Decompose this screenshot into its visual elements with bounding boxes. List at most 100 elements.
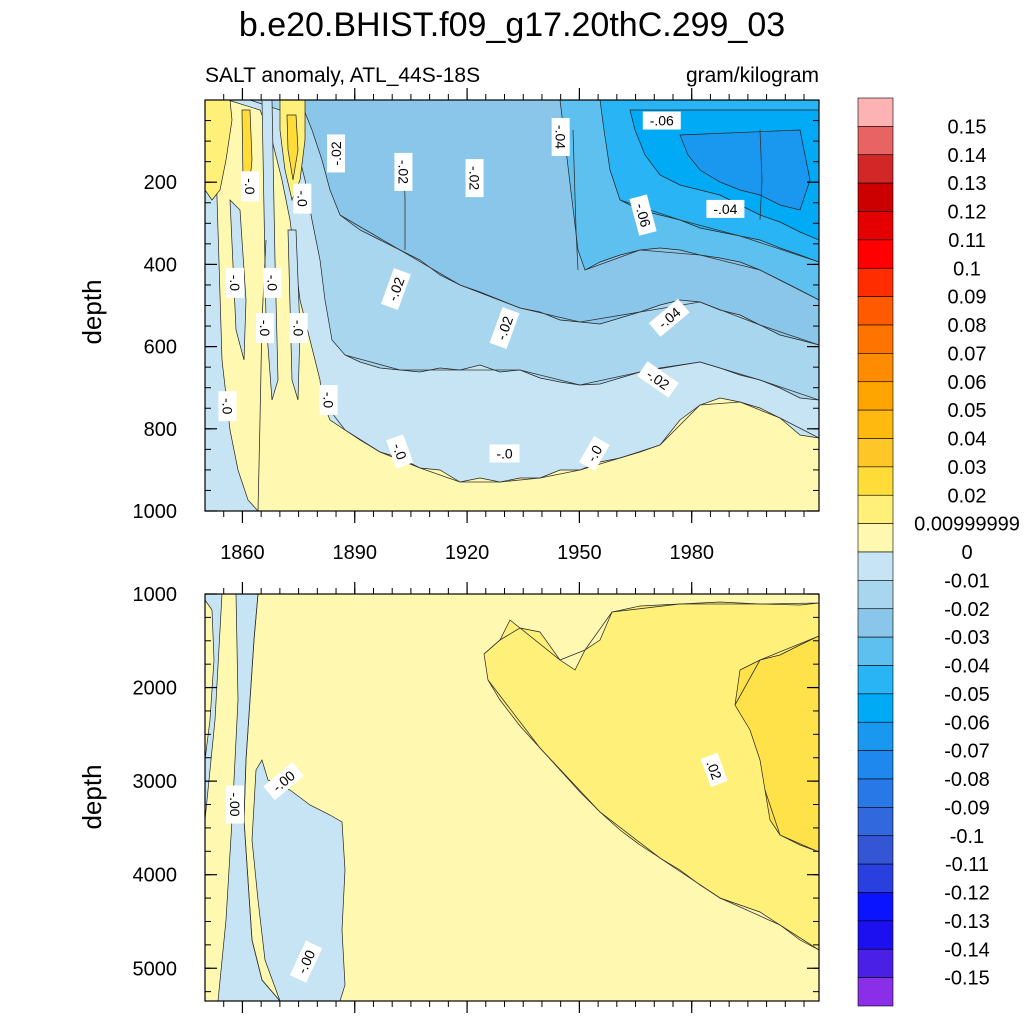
colorbar-label: 0.09: [948, 287, 987, 309]
colorbar-label: 0.04: [948, 429, 987, 451]
lower-band-p001: [483, 601, 819, 951]
contour-label-bg: [637, 361, 679, 398]
colorbar-label: 0.03: [948, 457, 987, 479]
contour-label: -.04: [551, 117, 570, 156]
contour-label: -.02: [380, 268, 411, 310]
colorbar-swatch: [857, 693, 894, 723]
colorbar-swatch: [857, 239, 894, 269]
lower-left-yellow-2: [205, 594, 239, 1001]
contour-label: -.02: [465, 159, 484, 198]
colorbar-swatch: [857, 807, 894, 837]
colorbar-swatch: [857, 920, 894, 950]
colorbar-label: -0.04: [944, 656, 990, 678]
y-tick-label: 1000: [133, 501, 178, 523]
contour-label-text: -.0: [583, 442, 605, 464]
colorbar-label: -0.05: [944, 684, 990, 706]
contour-label-bg: [255, 313, 274, 344]
upper-contour-lines: [257, 129, 819, 511]
contour-label-bg: [380, 268, 411, 310]
contour-label-text: -.0: [291, 320, 307, 337]
lower-band-p002: [734, 635, 819, 853]
colorbar-swatch: [857, 977, 894, 1007]
contour-label: -.0: [289, 313, 308, 344]
contour-label: -.0: [319, 385, 338, 416]
contour-label-text: -.0: [294, 190, 310, 207]
contour-label-bg: [648, 298, 690, 337]
contour-label-bg: [394, 152, 413, 191]
chart-title: b.e20.BHIST.f09_g17.20thC.299_03: [239, 6, 785, 44]
colorbar-swatch: [857, 466, 894, 496]
colorbar-label: -0.14: [944, 939, 990, 961]
colorbar-label: 0.06: [948, 372, 987, 394]
contour-label: -.06: [629, 194, 657, 236]
contour-label-bg: [386, 434, 414, 469]
y-tick-label: 800: [144, 419, 177, 441]
contour-label-bg: [289, 313, 308, 344]
x-tick-label: 1950: [557, 542, 602, 564]
contour-label-bg: [465, 159, 484, 198]
colorbar-label: -0.07: [944, 741, 990, 763]
colorbar-swatch: [857, 409, 894, 439]
colorbar-swatch: [857, 665, 894, 695]
left-subtitle: SALT anomaly, ATL_44S-18S: [205, 64, 480, 87]
contour-label-text: -.02: [395, 160, 411, 184]
right-subtitle: gram/kilogram: [686, 64, 819, 87]
colorbar-label: -0.03: [944, 627, 990, 649]
lower-contour-labels: -.00-.00.02-.00: [225, 752, 728, 983]
colorbar-swatch: [857, 324, 894, 354]
contour-label-text: -.06: [632, 201, 654, 229]
colorbar-swatch: [857, 154, 894, 184]
contour-label-text: -.0: [242, 178, 258, 195]
contour-label: -.0: [255, 313, 274, 344]
colorbar-swatch: [857, 523, 894, 553]
colorbar-swatch: [857, 778, 894, 808]
contour-label: -.02: [327, 134, 346, 173]
contour-label-text: -.0: [257, 320, 273, 337]
colorbar-label: 0.12: [948, 202, 987, 224]
colorbar-swatch: [857, 438, 894, 468]
y-tick-label: 200: [144, 172, 177, 194]
y-tick-label: 5000: [133, 958, 178, 980]
upper-axes: 200 400 600 800 1000 1860 1890 1920 1950 1980: [133, 88, 819, 564]
contour-label: -.0: [386, 434, 414, 469]
colorbar-label: 0: [961, 542, 972, 564]
contour-label-text: -.0: [389, 441, 410, 462]
contour-label-text: -.06: [650, 113, 674, 129]
colorbar-swatch: [857, 182, 894, 212]
colorbar-swatch: [857, 494, 894, 524]
contour-label: .02: [700, 752, 728, 788]
contour-label-bg: [700, 752, 728, 788]
colorbar-swatch: [857, 892, 894, 922]
contour-label-bg: [489, 307, 520, 350]
colorbar: 0.15 0.14 0.13 0.12 0.11 0.1 0.09 0.08 0.07 0.06 0…: [857, 97, 1020, 1007]
colorbar-swatch: [857, 863, 894, 893]
contour-label-bg: [489, 444, 520, 463]
contour-label-bg: [289, 940, 323, 983]
upper-panel: -.06 -.04 -.02 -.02 -.02 -.0 -.0 -.06 -.04 -.02 -.…: [77, 88, 820, 564]
colorbar-swatch: [857, 835, 894, 865]
contour-label-text: -.0: [321, 392, 337, 409]
colorbar-label: -0.13: [944, 911, 990, 933]
colorbar-swatch: [857, 580, 894, 610]
colorbar-swatch: [857, 721, 894, 751]
contour-label-text: -.02: [467, 166, 483, 190]
contour-label-text: -.0: [219, 398, 235, 415]
contour-label-text: -.04: [553, 125, 569, 149]
contour-label-bg: [551, 117, 570, 156]
lower-axes: 1000 2000 3000 4000 5000: [133, 582, 819, 1013]
colorbar-label: -0.02: [944, 599, 990, 621]
lower-fills: [205, 594, 819, 1001]
colorbar-label: -0.08: [944, 769, 990, 791]
contour-label-bg: [579, 435, 610, 471]
contour-label-bg: [218, 391, 237, 422]
upper-y-axis-label: depth: [77, 279, 107, 344]
colorbar-swatch: [857, 948, 894, 978]
colorbar-label: 0.00999999: [914, 514, 1020, 536]
colorbar-label: 0.05: [948, 400, 987, 422]
contour-label-bg: [642, 111, 681, 130]
colorbar-label: 0.14: [948, 145, 987, 167]
y-tick-label: 400: [144, 254, 177, 276]
lower-frame: [204, 593, 820, 1002]
contour-label-bg: [263, 267, 282, 298]
